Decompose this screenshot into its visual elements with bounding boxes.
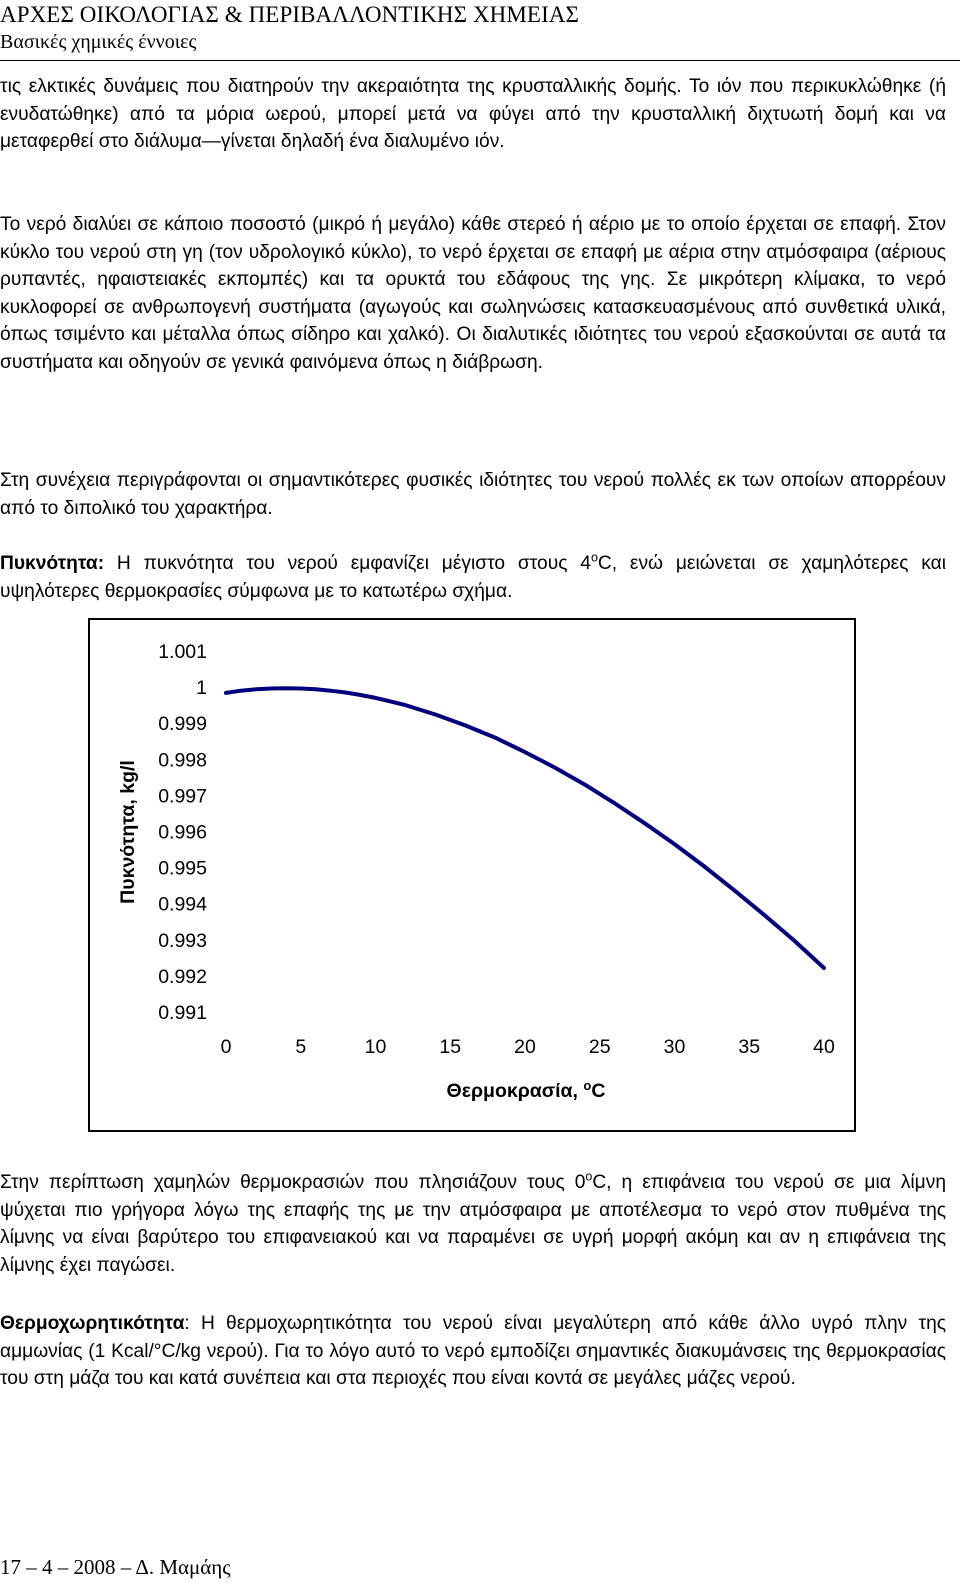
- y-tick-label: 0.991: [158, 1002, 207, 1024]
- x-tick-label: 15: [439, 1036, 461, 1058]
- low-temp-degree-sup: ο: [585, 1169, 593, 1184]
- x-tick-label: 35: [738, 1036, 760, 1058]
- y-tick-label: 0.998: [158, 749, 207, 771]
- paragraph-physical-properties: Στη συνέχεια περιγράφονται οι σημαντικότ…: [0, 470, 946, 519]
- x-tick-label: 10: [365, 1036, 387, 1058]
- paragraph-low-temperature: Στην περίπτωση χαμηλών θερμοκρασιών που …: [0, 1169, 946, 1279]
- low-temp-text-a: Στην περίπτωση χαμηλών θερμοκρασιών που …: [0, 1172, 586, 1193]
- y-tick-label: 1.001: [158, 641, 207, 663]
- density-chart-frame: [88, 618, 856, 1132]
- low-temp-text-b: C, η επιφάνεια του νερού σε μια λίμνη ψύ…: [0, 1172, 946, 1276]
- y-tick-label: 0.996: [158, 822, 207, 844]
- density-series-line: [224, 686, 826, 970]
- x-axis-label-unit: C: [591, 1080, 605, 1102]
- density-term: Πυκνότητα:: [0, 553, 105, 574]
- density-text-a: Η πυκνότητα του νερού εμφανίζει μέγιστο …: [104, 553, 591, 574]
- x-tick-label: 5: [295, 1036, 306, 1058]
- paragraph-density: Πυκνότητα: Η πυκνότητα του νερού εμφανίζ…: [0, 550, 946, 605]
- y-tick-label: 0.992: [158, 966, 207, 988]
- document-header-subtitle: Βασικές χημικές έννοιες: [0, 31, 197, 53]
- y-tick-label: 0.994: [158, 894, 207, 916]
- density-text-b: C, ενώ μειώνεται σε χαμηλότερες και υψηλ…: [0, 553, 947, 602]
- x-tick-label: 25: [589, 1036, 611, 1058]
- x-tick-label: 0: [221, 1036, 232, 1058]
- x-axis-ticks: 0 5 10 15 20 25 30 35 40: [221, 1036, 835, 1058]
- paragraph-water-dissolves: Το νερό διαλύει σε κάποιο ποσοστό (μικρό…: [0, 214, 946, 373]
- y-tick-label: 1: [196, 677, 207, 699]
- header-divider: [0, 60, 960, 61]
- y-axis-label: Πυκνότητα, kg/l: [117, 760, 139, 904]
- y-axis-ticks: 1.001 1 0.999 0.998 0.997 0.996 0.995 0.994 0.99…: [158, 641, 207, 1024]
- page-footer: 17 – 4 – 2008 – Δ. Μαμάης: [0, 1555, 231, 1579]
- y-tick-label: 0.999: [158, 713, 207, 735]
- paragraph-dissolved-ion: τις ελκτικές δυνάμεις που διατηρούν την …: [0, 76, 946, 152]
- y-tick-label: 0.995: [158, 858, 207, 880]
- x-tick-label: 30: [664, 1036, 686, 1058]
- heat-capacity-term: Θερμοχωρητικότητα: [0, 1313, 185, 1334]
- x-axis-label-text: Θερμοκρασία,: [447, 1080, 584, 1102]
- y-tick-label: 0.997: [158, 785, 207, 807]
- x-axis-label-sup: o: [583, 1078, 591, 1093]
- x-axis-label: Θερμοκρασία, oC: [447, 1078, 606, 1103]
- x-tick-label: 40: [813, 1036, 835, 1058]
- heat-capacity-text: : Η θερμοχωρητικότητα του νερού είναι με…: [0, 1313, 946, 1389]
- paragraph-heat-capacity: Θερμοχωρητικότητα: Η θερμοχωρητικότητα τ…: [0, 1310, 946, 1393]
- x-tick-label: 20: [514, 1036, 536, 1058]
- y-tick-label: 0.993: [158, 930, 207, 952]
- density-degree-sup: ο: [590, 550, 598, 565]
- document-header-title: ΑΡΧΕΣ ΟΙΚΟΛΟΓΙΑΣ & ΠΕΡΙΒΑΛΛΟΝΤΙΚΗΣ ΧΗΜΕΙ…: [0, 2, 580, 27]
